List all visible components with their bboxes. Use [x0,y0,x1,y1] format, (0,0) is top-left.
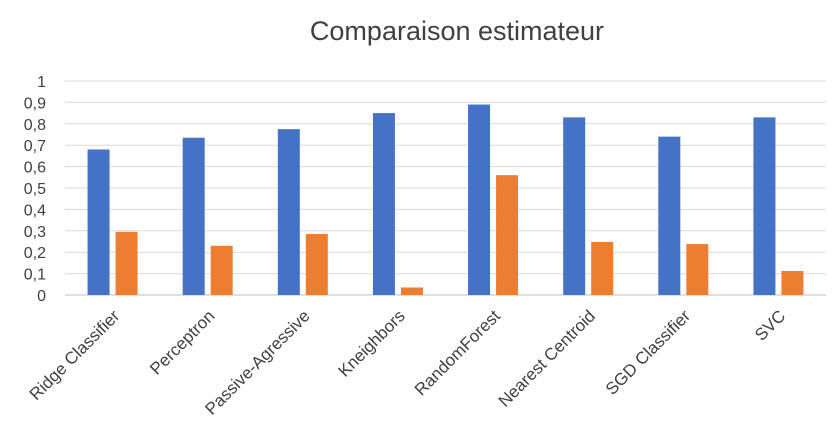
x-category-label: Nearest Centroid [495,306,599,410]
y-tick-label: 0,9 [24,95,46,112]
bar-series1-3 [372,113,395,295]
x-category-label: Ridge Classifier [26,306,124,404]
chart-title: Comparaison estimateur [309,16,605,46]
bar-series2-2 [305,234,328,295]
bar-series1-7 [753,117,776,295]
bar-series1-1 [182,137,205,295]
y-tick-label: 0,5 [24,181,46,198]
y-tick-label: 0,8 [24,117,46,134]
y-tick-label: 0 [37,288,46,305]
y-axis-ticks: 0 0,1 0,2 0,3 0,4 0,5 0,6 0,7 0,8 0,9 1 [24,74,46,305]
bar-series2-1 [210,245,233,295]
gridlines [65,80,826,296]
x-category-label: Passive-Agressive [201,306,313,418]
y-tick-label: 0,1 [24,267,46,284]
x-category-label: RandomForest [411,306,504,399]
x-category-label: Perceptron [146,306,218,378]
y-tick-label: 1 [37,74,46,91]
x-category-label: Kneighbors [335,306,409,380]
y-tick-label: 0,4 [24,202,46,219]
bar-series1-4 [468,104,491,295]
x-axis-labels: Ridge Classifier PerceptronPassive-Agress… [26,306,789,419]
y-tick-label: 0,3 [24,224,46,241]
bar-series1-5 [563,117,586,295]
x-category-label: SGD Classifier [602,306,694,398]
bar-series2-3 [400,287,423,295]
y-tick-label: 0,7 [24,138,46,155]
bar-series2-6 [686,244,709,295]
y-tick-label: 0,6 [24,160,46,177]
bar-series2-0 [115,231,138,295]
bar-series2-5 [591,241,614,295]
bar-series1-2 [277,129,300,295]
y-tick-label: 0,2 [24,245,46,262]
bar-series1-0 [87,149,110,295]
bars [87,104,804,295]
bar-series2-4 [496,175,519,295]
bar-series1-6 [658,136,681,295]
bar-series2-7 [781,271,804,295]
x-category-label: SVC [751,306,789,344]
